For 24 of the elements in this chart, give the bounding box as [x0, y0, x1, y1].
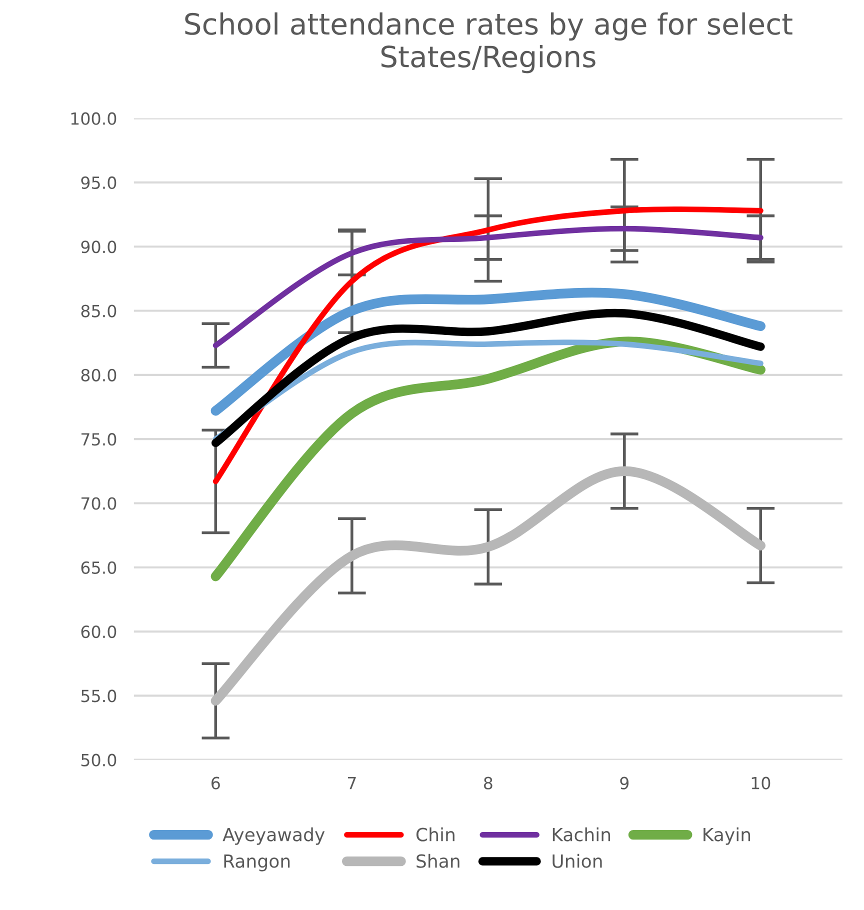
y-tick-label: 75.0	[82, 433, 116, 446]
legend-label: Shan	[416, 854, 460, 868]
x-tick-label: 6	[212, 776, 220, 790]
legend-label: Union	[552, 854, 602, 868]
x-tick-label: 9	[620, 776, 629, 790]
y-tick-label: 95.0	[81, 176, 116, 190]
y-tick-label: 55.0	[81, 690, 116, 702]
legend-label: Chin	[416, 827, 454, 842]
y-tick-label: 100.0	[71, 112, 116, 125]
legend-label: Kayin	[704, 827, 750, 845]
x-tick-label: 8	[484, 776, 492, 790]
y-tick-label: 90.0	[81, 240, 116, 254]
legend-label: Rangon	[224, 854, 290, 872]
y-tick-label: 50.0	[81, 754, 116, 766]
y-tick-label: 80.0	[81, 368, 116, 382]
legend-label: Kachin	[552, 827, 610, 842]
chart-title: School attendance rates by age for select States/Regions	[185, 12, 792, 74]
x-tick-label: 7	[348, 777, 356, 790]
y-tick-label: 85.0	[81, 304, 116, 318]
x-tick-label: 10	[752, 776, 770, 790]
y-tick-label: 70.0	[82, 497, 116, 510]
y-tick-label: 60.0	[81, 626, 116, 638]
legend-label: Ayeyawady	[222, 827, 325, 845]
y-tick-label: 65.0	[81, 561, 116, 574]
